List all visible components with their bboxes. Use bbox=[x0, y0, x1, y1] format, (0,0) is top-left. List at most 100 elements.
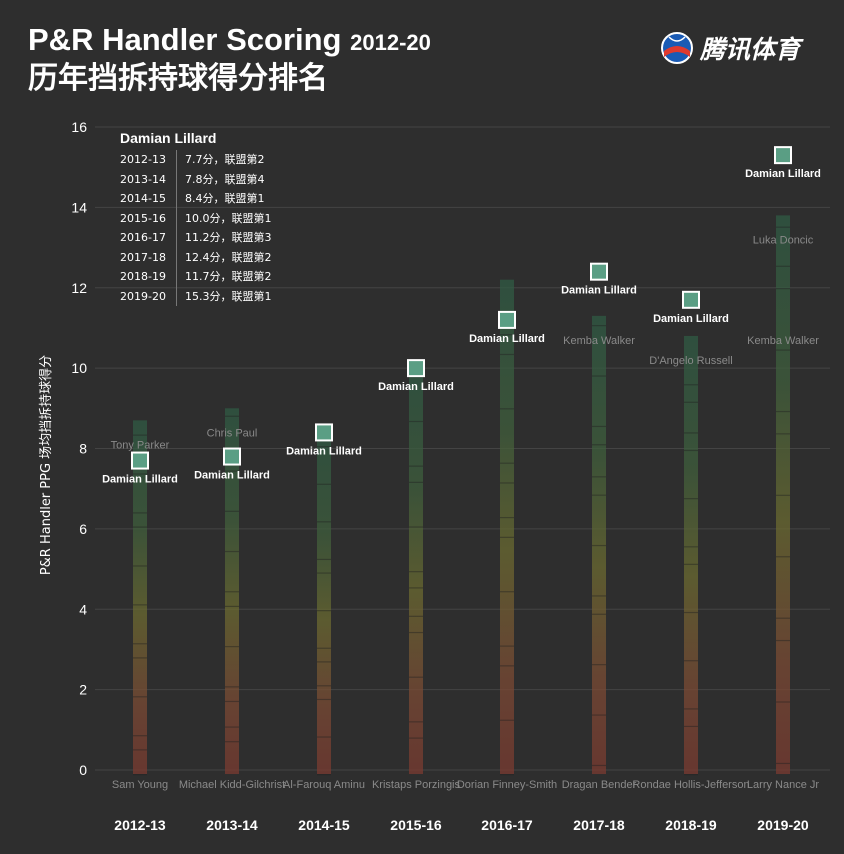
strip-band bbox=[409, 631, 423, 634]
strip-band bbox=[409, 571, 423, 573]
distribution-strip bbox=[684, 335, 698, 775]
strip-band bbox=[500, 334, 514, 336]
strip-band bbox=[684, 563, 698, 565]
league-top-label: Tony Parker bbox=[111, 439, 170, 451]
chart-title-years: 2012-20 bbox=[350, 30, 431, 55]
strip-band bbox=[409, 721, 423, 723]
strip-band bbox=[592, 425, 606, 428]
league-top-label: Chris Paul bbox=[207, 427, 258, 439]
x-category-label: 2015-16 bbox=[390, 817, 442, 833]
brand-name: 腾讯体育 bbox=[700, 35, 801, 64]
brand-logo: 腾讯体育 bbox=[660, 30, 800, 66]
highlight-points: Damian Lillard Damian Lillard Damian Lilla… bbox=[102, 146, 821, 486]
y-tick-label: 2 bbox=[79, 682, 87, 698]
strip-band bbox=[500, 645, 514, 647]
strip-band bbox=[500, 516, 514, 519]
strip-band bbox=[684, 432, 698, 434]
strip-band bbox=[317, 698, 331, 701]
strip-band bbox=[592, 595, 606, 597]
x-category-label: 2017-18 bbox=[573, 817, 625, 833]
highlight-point-label: Damian Lillard bbox=[745, 168, 821, 180]
info-row-value: 15.3分，联盟第1 bbox=[185, 289, 272, 303]
distribution-strip bbox=[133, 420, 147, 775]
strip-band bbox=[684, 546, 698, 548]
strip-band bbox=[317, 685, 331, 687]
x-category-label: 2019-20 bbox=[757, 817, 809, 833]
strip-band bbox=[317, 572, 331, 574]
strip-band bbox=[592, 764, 606, 767]
info-row-value: 12.4分，联盟第2 bbox=[185, 250, 272, 264]
strip-band bbox=[409, 737, 423, 739]
strip-band bbox=[500, 408, 514, 410]
strip-band bbox=[684, 708, 698, 710]
y-axis-label: P&R Handler PPG 场均挡拆持球得分 bbox=[38, 355, 54, 575]
league-bottom-label: Dorian Finney-Smith bbox=[457, 779, 557, 791]
chart-title: P&R Handler Scoring 2012-20 bbox=[28, 22, 431, 61]
strip-band bbox=[225, 550, 239, 553]
strip-band bbox=[133, 512, 147, 514]
strip-band bbox=[409, 420, 423, 423]
strip-band bbox=[684, 725, 698, 728]
x-category-label: 2013-14 bbox=[206, 817, 258, 833]
league-bottom-label: Michael Kidd-Gilchrist bbox=[179, 779, 285, 791]
strip-band bbox=[133, 749, 147, 751]
info-row-value: 7.7分，联盟第2 bbox=[185, 153, 265, 166]
second-annotation-label: Kemba Walker bbox=[747, 335, 819, 347]
distribution-strips bbox=[133, 215, 790, 776]
distribution-strip bbox=[225, 408, 239, 775]
strip-band bbox=[592, 444, 606, 446]
strip-band bbox=[684, 401, 698, 403]
y-tick-label: 12 bbox=[71, 280, 87, 296]
x-category-label: 2014-15 bbox=[298, 817, 350, 833]
strip-band bbox=[592, 613, 606, 615]
strip-band bbox=[225, 700, 239, 703]
strip-band bbox=[225, 510, 239, 512]
info-box-player: Damian Lillard bbox=[120, 130, 217, 146]
strip-band bbox=[592, 375, 606, 377]
info-row: 2013-14 7.8分，联盟第4 bbox=[120, 169, 272, 189]
strip-band bbox=[776, 762, 790, 765]
highlight-point bbox=[407, 359, 425, 378]
strip-band bbox=[133, 657, 147, 659]
info-row: 2014-15 8.4分，联盟第1 bbox=[120, 189, 272, 209]
info-row-season: 2015-16 bbox=[120, 208, 177, 228]
info-row-season: 2014-15 bbox=[120, 189, 177, 209]
strip-band bbox=[133, 774, 147, 776]
strip-band bbox=[500, 353, 514, 356]
highlight-point-label: Damian Lillard bbox=[194, 470, 270, 482]
title-block: P&R Handler Scoring 2012-20 历年挡拆持球得分排名 bbox=[28, 22, 431, 97]
highlight-point bbox=[590, 262, 608, 281]
y-axis-ticks: 0 2 4 6 8 10 12 14 16 bbox=[71, 119, 87, 778]
highlight-point-label: Damian Lillard bbox=[378, 381, 454, 393]
strip-band bbox=[684, 774, 698, 776]
info-box-rows: 2012-13 7.7分，联盟第2 2013-14 7.8分，联盟第4 2014-15 8… bbox=[120, 150, 272, 306]
highlight-point-label: Damian Lillard bbox=[286, 445, 362, 457]
info-row: 2018-19 11.7分，联盟第2 bbox=[120, 267, 272, 287]
strip-band bbox=[500, 719, 514, 721]
league-top-label: Kemba Walker bbox=[563, 335, 635, 347]
x-axis-categories: 2012-13 2013-14 2014-15 2015-16 2016-17 2017-… bbox=[114, 817, 809, 833]
strip-band bbox=[133, 526, 147, 528]
info-row-value: 10.0分，联盟第1 bbox=[185, 211, 272, 225]
league-bottom-label: Sam Young bbox=[112, 779, 168, 791]
distribution-strip bbox=[592, 315, 606, 775]
strip-band bbox=[684, 449, 698, 452]
strip-band bbox=[500, 591, 514, 593]
strip-band bbox=[225, 415, 239, 417]
highlight-point-label: Damian Lillard bbox=[653, 313, 729, 325]
y-tick-label: 0 bbox=[79, 762, 87, 778]
distribution-strip bbox=[409, 368, 423, 775]
strip-band bbox=[500, 462, 514, 464]
info-row-value: 8.4分，联盟第1 bbox=[185, 192, 265, 205]
strip-band bbox=[317, 774, 331, 776]
strip-band bbox=[776, 639, 790, 642]
strip-band bbox=[592, 476, 606, 478]
league-top-labels: Tony Parker Chris Paul Kemba Walker D'Angel… bbox=[111, 234, 820, 451]
info-row-season: 2013-14 bbox=[120, 169, 177, 189]
info-row-season: 2017-18 bbox=[120, 247, 177, 267]
info-row-value: 11.7分，联盟第2 bbox=[185, 270, 272, 283]
y-tick-label: 10 bbox=[71, 360, 87, 376]
strip-band bbox=[225, 605, 239, 607]
league-bottom-label: Kristaps Porzingis bbox=[372, 779, 461, 791]
strip-band bbox=[776, 349, 790, 351]
